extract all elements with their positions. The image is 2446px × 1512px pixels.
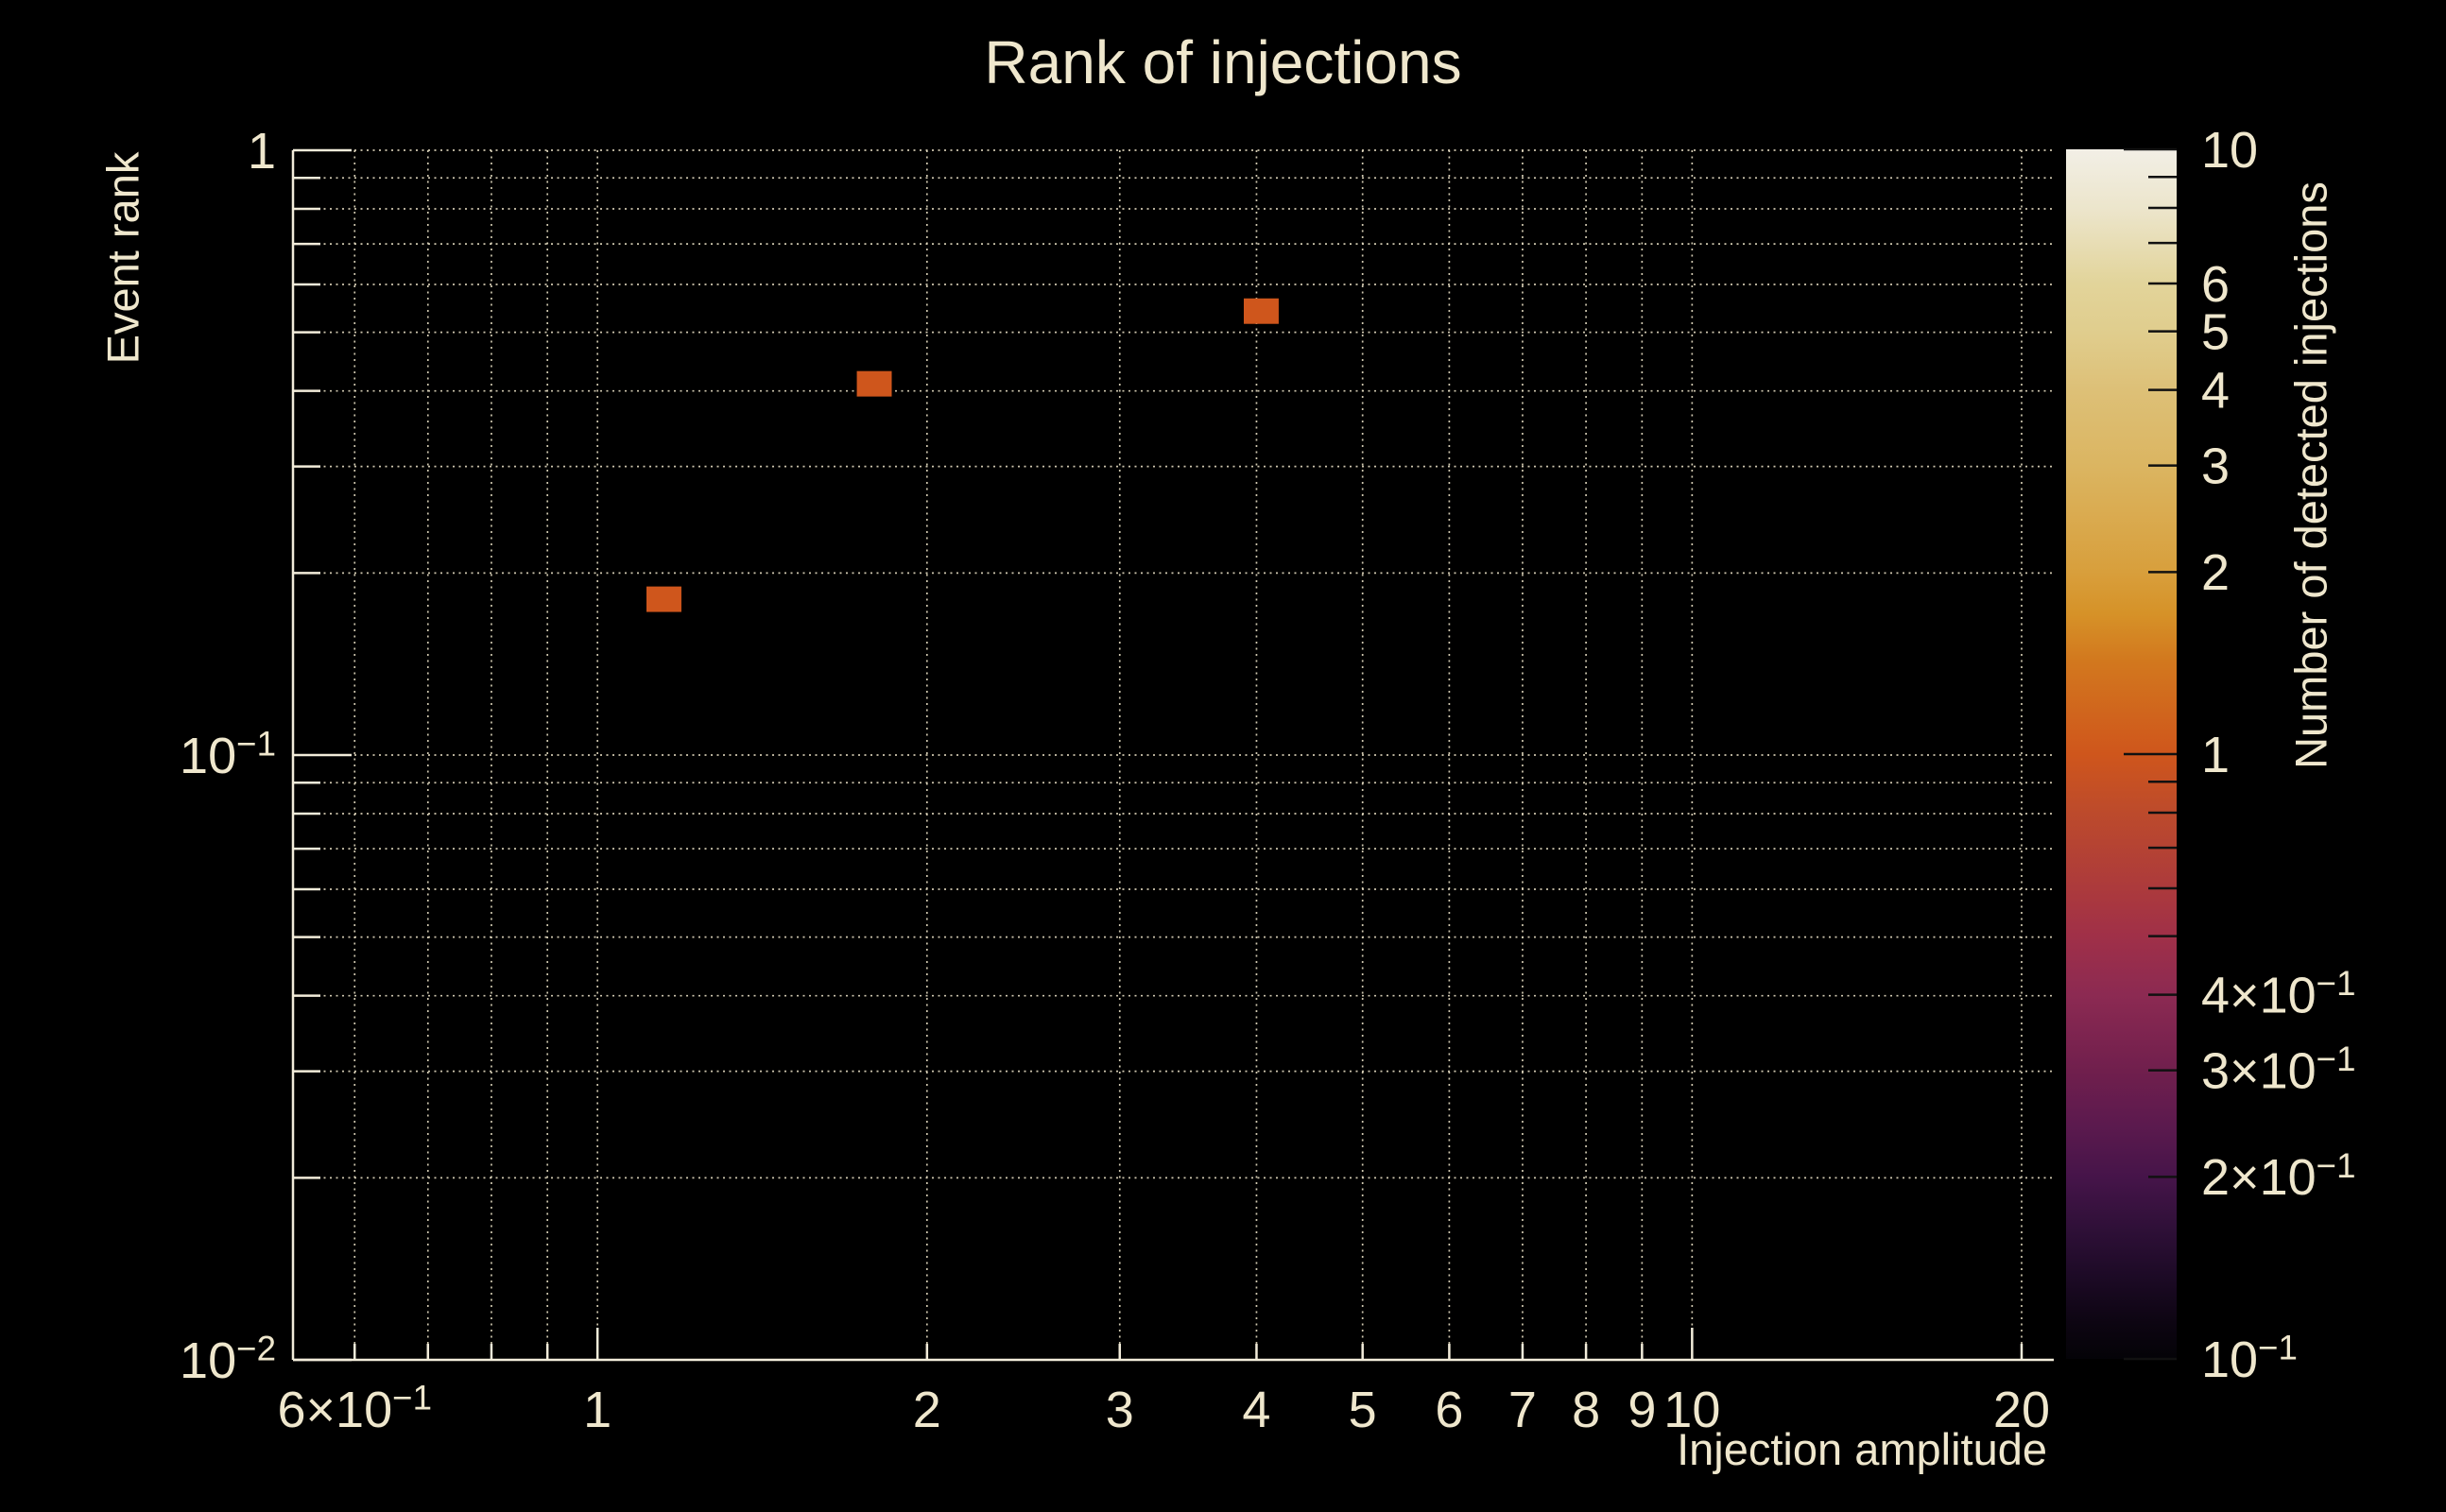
x-tick-label: 8	[1572, 1382, 1600, 1438]
x-tick-label: 20	[1993, 1382, 2050, 1438]
colorbar-tick-label: 6	[2201, 256, 2230, 313]
histogram-bin	[1243, 298, 1279, 324]
colorbar-tick-label: 3×10−1	[2201, 1040, 2356, 1099]
x-tick-label: 3	[1106, 1382, 1134, 1438]
histogram-bin	[856, 370, 892, 397]
colorbar-tick-label: 1	[2201, 727, 2230, 783]
chart-title: Rank of injections	[984, 28, 1461, 96]
x-tick-label: 6×10−1	[277, 1379, 432, 1438]
colorbar-tick-label: 4	[2201, 363, 2230, 420]
x-tick-label: 9	[1628, 1382, 1656, 1438]
tick-label-layer: 6×10−1 1 2 3 4 5 6 7 8 9 10 20 1 10−1 10−2	[180, 123, 2050, 1438]
x-tick-label: 7	[1508, 1382, 1537, 1438]
y-tick-label: 10−2	[180, 1330, 276, 1389]
x-tick-label: 2	[913, 1382, 941, 1438]
y-axis-label: Event rank	[97, 151, 147, 364]
x-tick-label: 10	[1663, 1382, 1720, 1438]
colorbar-tick-label: 5	[2201, 304, 2230, 361]
x-tick-label: 6	[1435, 1382, 1463, 1438]
x-tick-label: 1	[583, 1382, 612, 1438]
colorbar-tick-label: 10−1	[2201, 1329, 2298, 1388]
colorbar: 10 654 3 2 1 4×10−1 3×10−1 2×10−1 10−1	[2066, 122, 2356, 1388]
x-axis-label: Injection amplitude	[1677, 1424, 2047, 1474]
histogram-bin	[646, 586, 681, 612]
x-tick-label: 4	[1242, 1382, 1270, 1438]
colorbar-tick-label: 4×10−1	[2201, 964, 2356, 1023]
histogram-bin-layer	[646, 298, 1279, 612]
colorbar-tick-label: 3	[2201, 438, 2230, 495]
colorbar-tick-label: 10	[2201, 122, 2258, 179]
x-tick-label: 5	[1349, 1382, 1377, 1438]
colorbar-tick-label: 2	[2201, 544, 2230, 601]
grid-layer	[293, 149, 2054, 1360]
colorbar-label: Number of detected injections	[2285, 181, 2335, 769]
colorbar-tick-label: 2×10−1	[2201, 1146, 2356, 1206]
y-tick-label: 10−1	[180, 725, 276, 784]
y-tick-label: 1	[248, 123, 276, 180]
axes-layer	[291, 148, 2054, 1362]
